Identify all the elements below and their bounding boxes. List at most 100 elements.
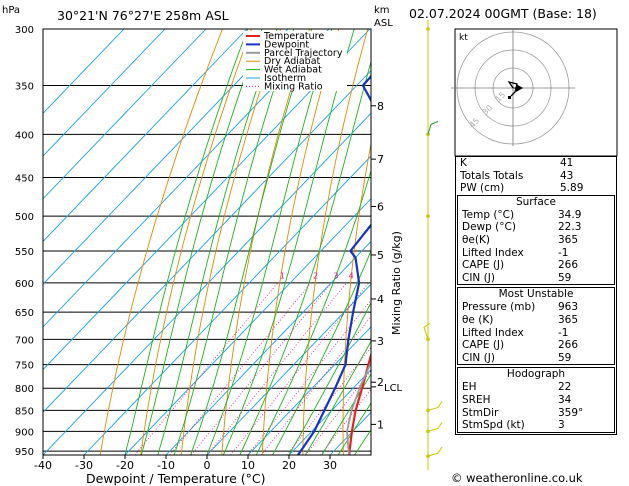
mixing-ratio-line [230, 282, 369, 455]
hodo-row: EH 22 [462, 381, 572, 394]
lcl-label: LCL [384, 383, 403, 394]
pressure-tick-label: 700 [15, 335, 34, 346]
isotherm-line [124, 198, 371, 455]
mixing-ratio-line [260, 315, 371, 455]
dry-adiabat-line [140, 29, 252, 455]
mixing-ratio-label: 3 [334, 272, 339, 281]
temperature-curve [348, 351, 371, 455]
pressure-tick-label: 650 [15, 308, 34, 319]
wind-barb-dot [426, 408, 430, 413]
km-tick-label: 8 [377, 100, 384, 113]
pressure-tick-label: 600 [15, 279, 34, 290]
mu-row: CIN (J) 59 [462, 351, 572, 364]
isotherm-line [247, 326, 371, 455]
indices-table: K 41 Totals Totals 43 PW (cm) 5.89 Surface … [455, 156, 617, 435]
wind-barb-staff [427, 446, 443, 457]
wet-adiabat-line [337, 402, 371, 455]
isotherm-line [83, 155, 371, 455]
wet-adiabat-line [272, 249, 371, 455]
wet-adiabat-line [124, 29, 249, 455]
wind-barbs [423, 20, 443, 470]
hodograph-kt-label: kt [459, 33, 468, 43]
pressure-tick-label: 750 [15, 361, 34, 372]
dry-adiabat-line [302, 29, 369, 455]
footer-credit: © weatheronline.co.uk [451, 471, 583, 485]
mixing-ratio-line [169, 282, 312, 455]
mixing-ratio-line [305, 370, 371, 455]
x-tick-label: -30 [75, 459, 93, 472]
km-tick-label: 7 [377, 153, 384, 166]
x-tick-label: 30 [323, 459, 337, 472]
legend-label: Mixing Ratio [264, 81, 323, 92]
km-label: km [374, 5, 390, 16]
most-unstable-section: Most Unstable Pressure (mb) 963 θe (K) 365… [457, 287, 615, 366]
mixing-ratio-label: 15 [424, 272, 434, 281]
hodograph-storm-marker [508, 96, 511, 99]
pressure-tick-label: 550 [15, 247, 34, 258]
legend-label: Wet Adiabat [264, 65, 322, 76]
wind-barb-staff [427, 422, 443, 432]
mixing-ratio-line [286, 346, 371, 455]
km-tick-label: 4 [377, 293, 384, 306]
isotherm-line [43, 29, 330, 328]
legend-label: Dry Adiabat [264, 56, 321, 67]
mixing-ratio-line [247, 299, 371, 455]
dry-adiabat-line [625, 29, 629, 455]
surface-row: CAPE (J) 266 [462, 259, 579, 272]
surface-row: Lifted Index -1 [462, 246, 569, 259]
wind-barb-dot [426, 27, 430, 31]
pressure-tick-label: 450 [15, 174, 34, 185]
mixing-ratio-label: 1 [280, 272, 285, 281]
hodo-row: StmSpd (kt) 3 [462, 419, 565, 432]
hodograph-trace [507, 80, 518, 97]
wind-barb [426, 27, 430, 31]
isotherm-line [43, 112, 371, 455]
km-tick-label: 2 [377, 376, 384, 389]
pressure-tick-label: 950 [15, 447, 34, 458]
pressure-tick-label: 400 [15, 130, 34, 141]
wind-barb [426, 422, 443, 434]
mixing-ratio-line [134, 282, 279, 455]
km-tick-label: 1 [377, 418, 384, 431]
x-tick-label: 10 [241, 459, 255, 472]
surface-row: Dewp (°C) 22.3 [462, 221, 582, 234]
wet-adiabat-line [140, 29, 263, 455]
hpa-label: hPa [2, 5, 20, 16]
wet-adiabat-line [190, 29, 313, 455]
surface-row: Temp (°C) 34.9 [462, 208, 582, 221]
dry-adiabat-line [261, 29, 340, 455]
km-tick-label: 5 [377, 249, 384, 262]
hodo-row: SREH 34 [462, 393, 572, 406]
legend-label: Temperature [263, 31, 324, 42]
index-row: PW (cm) 5.89 [460, 182, 584, 195]
isotherm-line [43, 29, 166, 157]
wet-adiabat-line [288, 301, 371, 455]
hodograph-section: Hodograph EH 22 SREH 34 StmDir 359° StmSpd … [457, 367, 615, 433]
wind-barb [426, 401, 443, 413]
dewpoint-curve [296, 74, 371, 455]
wet-adiabat-line [255, 169, 371, 455]
location-text: 30°21'N 76°27'E 258m ASL [57, 8, 229, 23]
isotherm-line [43, 69, 371, 413]
surface-section: Surface Temp (°C) 34.9 Dewp (°C) 22.3 θe(K… [457, 194, 615, 286]
asl-label: ASL [374, 18, 393, 29]
x-tick-label: 0 [204, 459, 211, 472]
wet-adiabat-line [173, 29, 295, 455]
isotherm-line [43, 29, 248, 243]
most-unstable-title: Most Unstable [498, 288, 574, 301]
mixing-ratio-label: 20 [442, 272, 452, 281]
wet-adiabat-line [305, 340, 371, 455]
legend-label: Parcel Trajectory [264, 48, 343, 59]
mixing-ratio-label: 2 [313, 272, 318, 281]
mu-row: Lifted Index -1 [462, 326, 569, 339]
x-tick-label: 20 [282, 459, 296, 472]
isotherm-line [43, 29, 125, 114]
x-axis-label: Dewpoint / Temperature (°C) [86, 471, 265, 486]
pressure-tick-label: 350 [15, 81, 34, 92]
wind-barb [423, 322, 431, 342]
wind-barb-dot [426, 454, 430, 458]
mixing-ratio-line [206, 282, 347, 455]
datetime-text: 02.07.2024 00GMT (Base: 18) [409, 6, 597, 21]
surface-row: CIN (J) 59 [462, 271, 572, 284]
